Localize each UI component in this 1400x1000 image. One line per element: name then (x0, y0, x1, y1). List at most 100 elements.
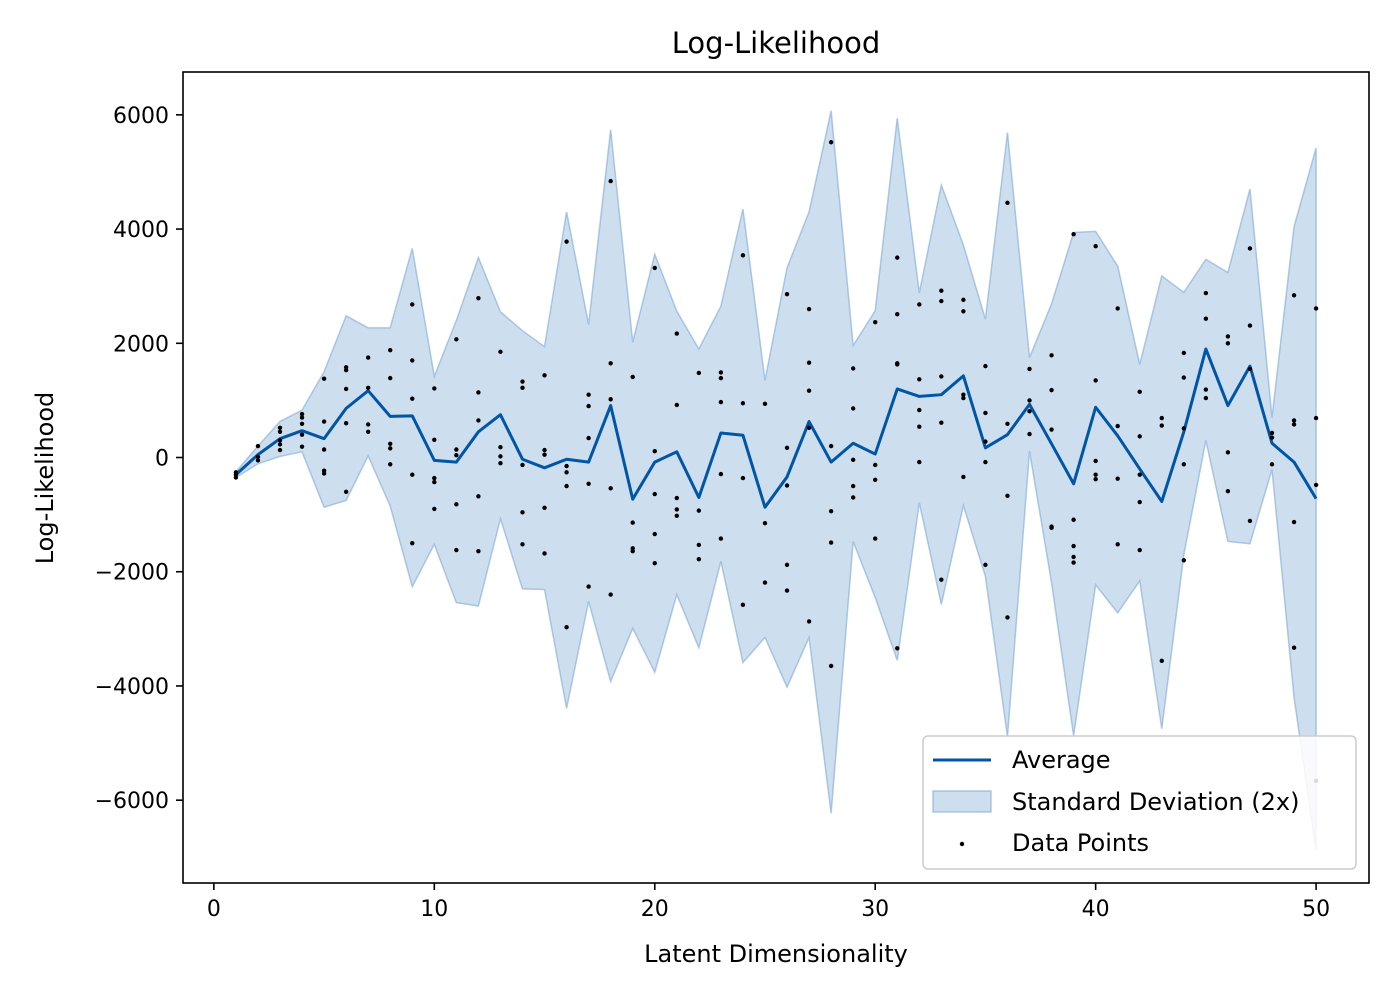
data-point (1027, 366, 1032, 372)
data-point (652, 560, 657, 566)
data-point (520, 542, 525, 547)
y-tick-label: −2000 (95, 561, 169, 586)
data-point (1005, 615, 1010, 620)
data-point (277, 438, 283, 443)
data-point (784, 588, 790, 593)
data-point (674, 513, 679, 518)
y-axis-title: Log-Likelihood (31, 392, 59, 565)
data-point (498, 445, 503, 450)
data-points-layer (233, 140, 1319, 783)
data-point (1291, 645, 1297, 650)
data-point (1159, 423, 1164, 428)
data-point (917, 407, 922, 413)
data-point (983, 459, 988, 465)
data-point (608, 486, 613, 491)
data-point (388, 347, 393, 353)
legend: Average Standard Deviation (2x) Data Point… (922, 735, 1357, 870)
data-point (277, 425, 283, 431)
data-point (498, 461, 503, 466)
y-tick-label: 6000 (113, 104, 169, 129)
data-point (520, 385, 525, 391)
data-point (917, 424, 922, 429)
data-point (1093, 477, 1098, 482)
data-point (828, 443, 834, 449)
data-point (542, 447, 547, 453)
y-tick-label: 4000 (113, 218, 169, 243)
data-point (1115, 423, 1120, 429)
data-point (1269, 435, 1275, 440)
data-point (454, 502, 459, 507)
data-point (1071, 232, 1076, 237)
data-point (299, 421, 305, 427)
data-point (696, 542, 702, 548)
data-point (410, 396, 415, 401)
data-point (696, 508, 702, 513)
data-point (1203, 290, 1209, 296)
data-point (299, 432, 305, 437)
data-point (828, 140, 834, 145)
x-axis-title: Latent Dimensionality (644, 940, 908, 968)
y-tick-label: 0 (155, 447, 169, 472)
data-point (1071, 517, 1076, 522)
data-point (1159, 415, 1164, 421)
data-point (388, 375, 393, 381)
data-point (1027, 398, 1032, 403)
data-point (343, 386, 349, 392)
data-point (586, 481, 591, 486)
data-point (873, 536, 878, 541)
data-point (608, 592, 613, 597)
data-point (652, 265, 657, 271)
data-point (939, 298, 944, 304)
data-point (365, 429, 371, 435)
data-point (961, 309, 966, 314)
data-point (233, 475, 239, 480)
data-point (1181, 375, 1187, 380)
data-point (961, 297, 966, 303)
data-point (873, 462, 878, 468)
data-point (432, 479, 437, 485)
legend-label: Data Points (1012, 829, 1149, 857)
data-point (983, 562, 988, 568)
data-point (520, 379, 525, 384)
data-point (939, 420, 944, 425)
data-point (850, 495, 856, 500)
data-point (740, 253, 746, 258)
data-point (476, 548, 481, 554)
data-point (895, 255, 900, 260)
data-point (1225, 334, 1231, 339)
data-point (1203, 395, 1209, 401)
data-point (850, 366, 856, 371)
x-tick-label: 10 (420, 897, 448, 922)
data-point (365, 355, 371, 360)
data-point (1071, 543, 1076, 549)
data-point (1115, 542, 1120, 547)
data-point (1093, 458, 1098, 464)
data-point (674, 495, 679, 501)
legend-label: Average (1012, 746, 1111, 774)
data-point (1115, 306, 1120, 311)
data-point (454, 453, 459, 458)
data-point (850, 457, 856, 462)
data-point (1049, 353, 1054, 358)
chart-title: Log-Likelihood (672, 26, 880, 60)
data-point (917, 302, 922, 307)
data-point (652, 449, 657, 454)
data-point (630, 374, 635, 380)
data-point (608, 397, 613, 402)
data-point (564, 463, 569, 469)
data-point (476, 494, 481, 499)
data-point (299, 411, 305, 417)
data-point (542, 373, 547, 378)
data-point (1313, 415, 1319, 421)
data-point (365, 422, 371, 427)
data-point (299, 415, 305, 420)
data-point (564, 483, 569, 489)
x-tick-label: 0 (207, 897, 221, 922)
data-point (1291, 519, 1297, 525)
average-line-layer (234, 347, 1318, 509)
data-point (365, 385, 371, 391)
data-point (1247, 246, 1253, 251)
data-point (1049, 525, 1054, 530)
data-point (388, 446, 393, 451)
data-point (1247, 323, 1253, 328)
